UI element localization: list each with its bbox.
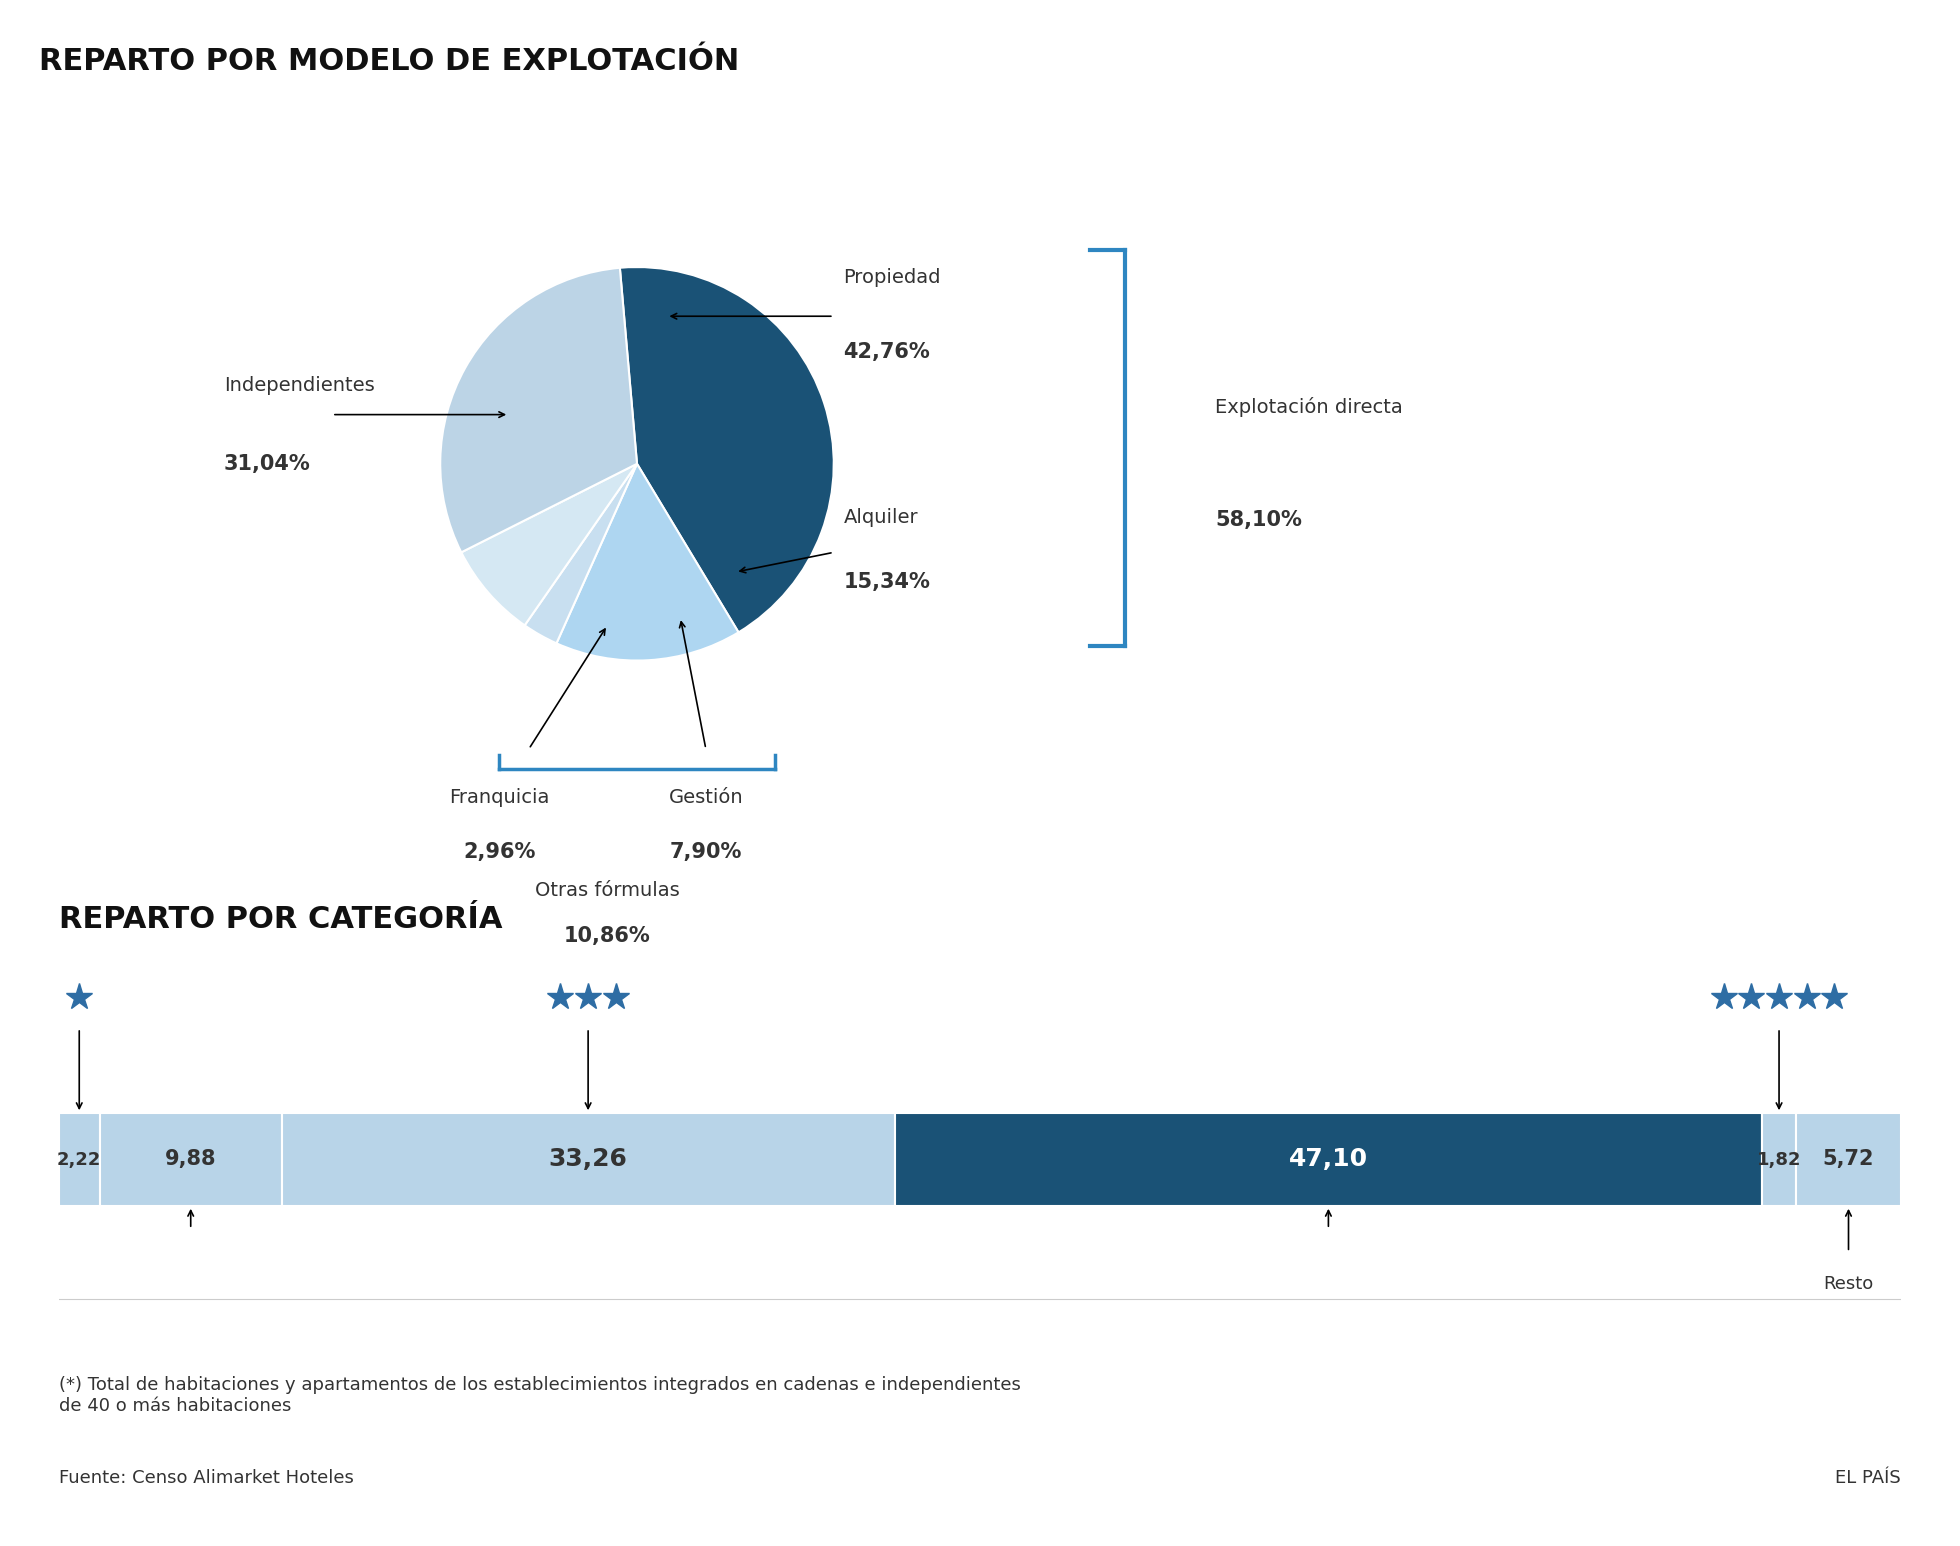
- Text: Propiedad: Propiedad: [843, 267, 941, 286]
- FancyBboxPatch shape: [100, 1113, 282, 1206]
- Wedge shape: [461, 464, 637, 625]
- Text: 47,10: 47,10: [1290, 1147, 1368, 1172]
- Text: Gestión: Gestión: [668, 788, 743, 807]
- Text: 58,10%: 58,10%: [1215, 510, 1301, 530]
- Text: 15,34%: 15,34%: [843, 572, 931, 592]
- Wedge shape: [557, 464, 739, 660]
- Wedge shape: [525, 464, 637, 643]
- Text: REPARTO POR CATEGORÍA: REPARTO POR CATEGORÍA: [59, 906, 502, 934]
- FancyBboxPatch shape: [1795, 1113, 1901, 1206]
- Text: REPARTO POR MODELO DE EXPLOTACIÓN: REPARTO POR MODELO DE EXPLOTACIÓN: [39, 48, 739, 76]
- Wedge shape: [441, 267, 637, 552]
- Text: 31,04%: 31,04%: [223, 455, 310, 475]
- Wedge shape: [619, 267, 833, 632]
- Text: 10,86%: 10,86%: [564, 926, 651, 946]
- FancyBboxPatch shape: [1762, 1113, 1795, 1206]
- FancyBboxPatch shape: [282, 1113, 894, 1206]
- Text: Explotación directa: Explotación directa: [1215, 397, 1403, 417]
- Text: 2,22: 2,22: [57, 1150, 102, 1169]
- Text: Resto: Resto: [1823, 1275, 1874, 1294]
- Text: Alquiler: Alquiler: [843, 507, 917, 527]
- Text: 5,72: 5,72: [1823, 1150, 1874, 1169]
- Text: 2,96%: 2,96%: [463, 841, 535, 861]
- Text: Independientes: Independientes: [223, 376, 374, 394]
- Text: (*) Total de habitaciones y apartamentos de los establecimientos integrados en c: (*) Total de habitaciones y apartamentos…: [59, 1376, 1021, 1415]
- Text: Otras fórmulas: Otras fórmulas: [535, 881, 680, 900]
- FancyBboxPatch shape: [894, 1113, 1762, 1206]
- Text: Franquicia: Franquicia: [449, 788, 549, 807]
- Text: 42,76%: 42,76%: [843, 342, 931, 362]
- Text: 7,90%: 7,90%: [670, 841, 743, 861]
- Text: 1,82: 1,82: [1756, 1150, 1801, 1169]
- Text: 9,88: 9,88: [165, 1150, 216, 1169]
- FancyBboxPatch shape: [59, 1113, 100, 1206]
- Text: Fuente: Censo Alimarket Hoteles: Fuente: Censo Alimarket Hoteles: [59, 1469, 353, 1487]
- Text: EL PAÍS: EL PAÍS: [1835, 1469, 1901, 1487]
- Text: 33,26: 33,26: [549, 1147, 627, 1172]
